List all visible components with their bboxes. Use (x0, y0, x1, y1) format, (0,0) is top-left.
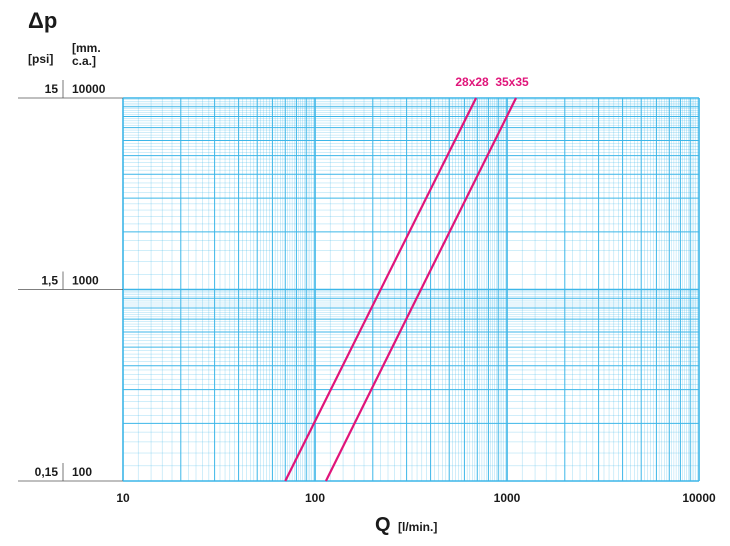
series-label: 35x35 (495, 75, 529, 89)
y2-tick-label: 1,5 (41, 274, 58, 288)
series-line (324, 97, 517, 482)
y2-tick-label: 0,15 (35, 465, 59, 479)
x-tick-label: 100 (305, 491, 325, 505)
x-tick-label: 1000 (494, 491, 521, 505)
x-tick-label: 10000 (682, 491, 716, 505)
y2-tick-label: 15 (45, 82, 59, 96)
y-tick-label: 10000 (72, 82, 106, 96)
x-label-unit: [l/min.] (398, 520, 437, 534)
y-label: c.a.] (72, 54, 96, 68)
y2-label: [psi] (28, 52, 53, 66)
x-label: Q (375, 514, 391, 536)
chart-title: Δp (28, 8, 57, 33)
x-tick-label: 10 (116, 491, 130, 505)
series-label: 28x28 (455, 75, 489, 89)
y-tick-label: 1000 (72, 274, 99, 288)
series-line (284, 97, 478, 482)
y-label: [mm. (72, 41, 101, 55)
y-tick-label: 100 (72, 465, 92, 479)
